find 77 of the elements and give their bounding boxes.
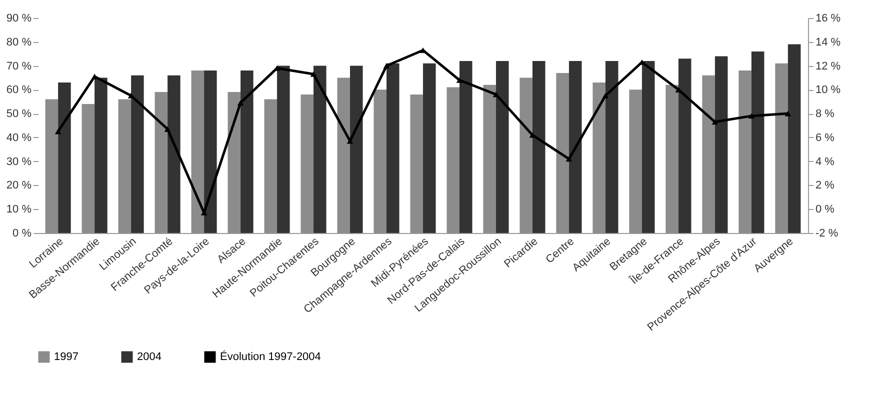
legend-label: Évolution 1997-2004 bbox=[220, 350, 321, 363]
point bbox=[456, 77, 463, 83]
bar bbox=[228, 92, 241, 233]
bar bbox=[82, 104, 95, 233]
point bbox=[712, 119, 718, 125]
bar bbox=[483, 84, 496, 233]
bar bbox=[423, 63, 436, 233]
bar bbox=[496, 61, 509, 233]
y2-tick-label: 14 % bbox=[816, 36, 841, 48]
bar bbox=[788, 44, 801, 233]
legend-label: 1997 bbox=[54, 351, 78, 363]
y-tick-label: 0 % bbox=[12, 228, 32, 240]
bar bbox=[629, 90, 642, 233]
y2-tick-label: 2 % bbox=[816, 180, 835, 192]
y-tick-label: 80 % bbox=[6, 36, 32, 48]
bar bbox=[714, 56, 728, 233]
y-tick-label: 30 % bbox=[6, 156, 32, 168]
y-tick-label: 50 % bbox=[6, 108, 32, 120]
bar bbox=[118, 99, 132, 233]
bar bbox=[751, 51, 764, 233]
point bbox=[566, 156, 572, 162]
y2-tick-label: 12 % bbox=[816, 60, 841, 72]
point bbox=[383, 63, 390, 69]
bar bbox=[459, 61, 472, 233]
y-tick-label: 60 % bbox=[6, 84, 32, 96]
bar bbox=[58, 82, 71, 233]
bar bbox=[446, 87, 460, 233]
bar bbox=[520, 78, 532, 233]
legend-label: 2004 bbox=[137, 351, 162, 363]
bar bbox=[592, 82, 606, 233]
y2-tick-label: 0 % bbox=[816, 204, 835, 216]
bar bbox=[642, 61, 655, 233]
bar bbox=[154, 92, 168, 233]
bar bbox=[738, 70, 752, 233]
bar bbox=[410, 94, 423, 233]
bar bbox=[94, 78, 108, 233]
point bbox=[310, 71, 317, 77]
bar bbox=[191, 70, 204, 233]
bar bbox=[314, 66, 326, 233]
bar bbox=[678, 58, 692, 233]
bar bbox=[264, 99, 278, 233]
bar bbox=[300, 94, 314, 233]
bar bbox=[386, 63, 400, 233]
bar bbox=[337, 78, 350, 233]
point bbox=[237, 100, 244, 106]
bar bbox=[702, 75, 715, 233]
y-tick-label: 40 % bbox=[6, 132, 32, 144]
y2-tick-label: 10 % bbox=[816, 84, 841, 96]
bar bbox=[240, 70, 254, 233]
point bbox=[91, 74, 98, 80]
point bbox=[164, 126, 171, 132]
bar bbox=[277, 66, 290, 233]
bar bbox=[605, 61, 618, 233]
bar bbox=[666, 84, 678, 233]
bar bbox=[168, 75, 180, 233]
bar bbox=[532, 61, 546, 233]
y2-tick-label: 4 % bbox=[816, 156, 835, 168]
point bbox=[784, 110, 792, 116]
y2-tick-label: 6 % bbox=[816, 132, 835, 144]
point bbox=[54, 128, 62, 134]
bar bbox=[350, 66, 363, 233]
y2-tick-label: -2 % bbox=[816, 228, 838, 240]
point bbox=[748, 113, 755, 119]
y2-tick-label: 8 % bbox=[816, 108, 835, 120]
bar bbox=[374, 90, 387, 233]
y-tick-label: 90 % bbox=[6, 12, 32, 24]
bar bbox=[775, 63, 788, 233]
y2-tick-label: 16 % bbox=[816, 12, 841, 24]
y-tick-label: 10 % bbox=[6, 204, 32, 216]
y-tick-label: 20 % bbox=[6, 180, 32, 192]
bar bbox=[204, 70, 217, 233]
point bbox=[602, 92, 609, 98]
bar bbox=[45, 99, 58, 233]
bar bbox=[568, 61, 582, 233]
bar bbox=[556, 72, 569, 233]
y-tick-label: 70 % bbox=[6, 60, 32, 72]
bar bbox=[131, 75, 144, 233]
